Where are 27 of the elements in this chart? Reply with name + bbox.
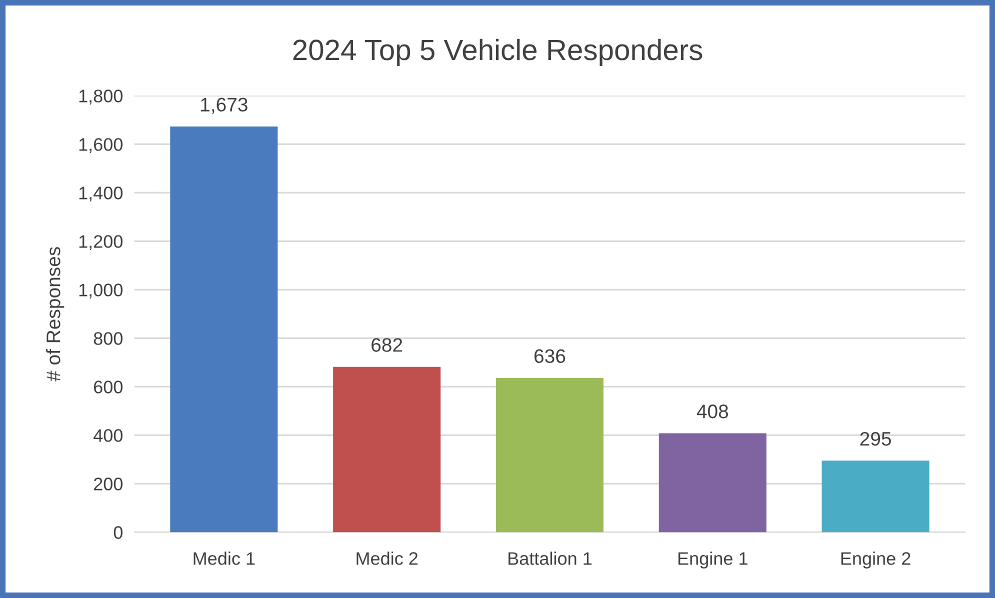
y-tick-label: 1,400 [79, 186, 123, 202]
bar [333, 366, 441, 532]
bar [658, 433, 766, 532]
y-tick-label: 600 [94, 380, 123, 394]
bar [170, 126, 278, 532]
y-tick-label: 1,800 [79, 90, 123, 105]
y-tick-label: 1,600 [79, 138, 123, 154]
y-tick-label: 0 [114, 526, 123, 539]
data-label: 1,673 [201, 98, 248, 114]
x-tick-label: Engine 2 [841, 552, 910, 568]
y-tick-label: 800 [94, 332, 123, 345]
bar [496, 378, 604, 532]
data-label: 408 [696, 404, 728, 418]
x-tick-label: Battalion 1 [508, 552, 592, 565]
x-tick-label: Engine 1 [678, 552, 748, 568]
data-label: 295 [860, 432, 891, 446]
chart-title: 2024 Top 5 Vehicle Responders [293, 38, 702, 66]
bar [822, 460, 930, 532]
data-label: 682 [372, 338, 402, 352]
y-tick-label: 400 [94, 429, 123, 442]
x-tick-label: Medic 1 [194, 552, 255, 565]
y-tick-label: 1,000 [79, 284, 123, 299]
x-tick-label: Medic 2 [356, 552, 418, 565]
y-tick-label: 200 [94, 478, 123, 490]
y-axis-title: # of Responses [46, 247, 64, 382]
data-label: 636 [534, 349, 566, 364]
y-tick-label: 1,200 [79, 235, 123, 250]
